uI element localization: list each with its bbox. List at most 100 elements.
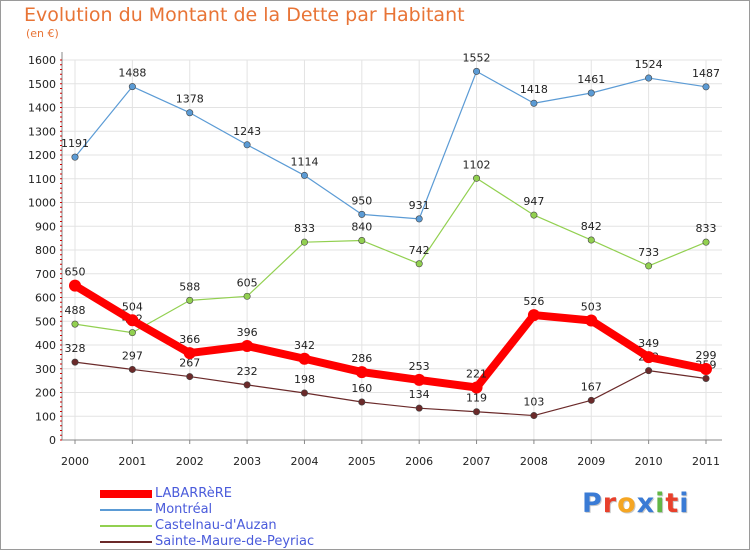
data-label-montr-al: 1488: [118, 67, 146, 80]
data-point-labarr-re: [413, 373, 426, 386]
data-label-montr-al: 1524: [635, 58, 663, 71]
series-line-labarr-re: [71, 281, 710, 392]
legend-item-montr-al: Montréal: [100, 502, 360, 518]
data-point-montr-al: [186, 109, 194, 117]
data-point-montr-al: [71, 153, 79, 161]
data-label-castelnau-d-auzan: 605: [237, 276, 258, 289]
data-point-castelnau-d-auzan: [415, 260, 423, 268]
data-label-sainte-maure-de-peyriac: 328: [65, 342, 86, 355]
data-point-castelnau-d-auzan: [702, 238, 710, 246]
series-line-castelnau-d-auzan: [74, 177, 707, 334]
x-tick-label: 2002: [176, 455, 204, 468]
y-tick-label: 100: [35, 410, 56, 423]
data-point-castelnau-d-auzan: [645, 262, 653, 270]
data-label-castelnau-d-auzan: 833: [696, 222, 717, 235]
data-point-montr-al: [415, 215, 423, 223]
data-label-castelnau-d-auzan: 1102: [463, 158, 491, 171]
legend-label: Castelnau-d'Auzan: [155, 518, 277, 533]
legend-swatch: [100, 490, 152, 498]
data-label-sainte-maure-de-peyriac: 198: [294, 373, 315, 386]
data-point-sainte-maure-de-peyriac: [71, 358, 79, 366]
legend-swatch: [100, 541, 152, 543]
data-label-labarr-re: 650: [65, 266, 86, 279]
y-tick-label: 1400: [28, 102, 56, 115]
data-point-castelnau-d-auzan: [300, 238, 308, 246]
data-point-sainte-maure-de-peyriac: [128, 365, 136, 373]
y-tick-label: 0: [49, 434, 56, 447]
data-point-sainte-maure-de-peyriac: [186, 373, 194, 381]
data-point-labarr-re: [298, 352, 311, 365]
data-point-labarr-re: [355, 366, 368, 379]
data-label-sainte-maure-de-peyriac: 267: [179, 357, 200, 370]
data-point-labarr-re: [700, 362, 712, 375]
y-tick-label: 1000: [28, 197, 56, 210]
data-label-labarr-re: 342: [294, 339, 315, 352]
data-point-castelnau-d-auzan: [71, 320, 79, 328]
data-point-labarr-re: [183, 347, 196, 360]
x-tick-label: 2010: [635, 455, 663, 468]
data-label-sainte-maure-de-peyriac: 167: [581, 380, 602, 393]
y-tick-label: 800: [35, 244, 56, 257]
x-tick-label: 2011: [692, 455, 720, 468]
x-tick-label: 2003: [233, 455, 261, 468]
x-tick-label: 2008: [520, 455, 548, 468]
data-label-castelnau-d-auzan: 840: [351, 221, 372, 234]
data-point-labarr-re: [126, 314, 139, 327]
data-label-montr-al: 931: [409, 199, 430, 212]
data-label-castelnau-d-auzan: 842: [581, 220, 602, 233]
data-label-montr-al: 1114: [290, 155, 318, 168]
legend-label: Montréal: [155, 502, 213, 517]
data-label-castelnau-d-auzan: 947: [523, 195, 544, 208]
x-tick-label: 2006: [405, 455, 433, 468]
data-label-labarr-re: 526: [523, 295, 544, 308]
data-point-montr-al: [530, 99, 538, 107]
x-tick-label: 2001: [118, 455, 146, 468]
y-tick-label: 1200: [28, 149, 56, 162]
y-tick-label: 1500: [28, 78, 56, 91]
y-tick-label: 500: [35, 315, 56, 328]
data-label-labarr-re: 503: [581, 301, 602, 314]
y-tick-label: 900: [35, 220, 56, 233]
data-point-labarr-re: [241, 339, 254, 352]
data-label-castelnau-d-auzan: 733: [638, 246, 659, 259]
data-label-labarr-re: 504: [122, 300, 143, 313]
data-label-montr-al: 1243: [233, 125, 261, 138]
data-point-sainte-maure-de-peyriac: [587, 396, 595, 404]
data-point-castelnau-d-auzan: [243, 292, 251, 300]
data-label-castelnau-d-auzan: 488: [65, 304, 86, 317]
data-point-labarr-re: [470, 381, 483, 394]
data-label-labarr-re: 253: [409, 360, 430, 373]
data-label-montr-al: 1378: [176, 93, 204, 106]
data-label-sainte-maure-de-peyriac: 297: [122, 349, 143, 362]
legend-item-sainte-maure-de-peyriac: Sainte-Maure-de-Peyriac: [100, 534, 360, 550]
legend-swatch: [100, 525, 152, 527]
chart-title: Evolution du Montant de la Dette par Hab…: [24, 4, 465, 26]
y-tick-label: 1300: [28, 125, 56, 138]
data-point-montr-al: [702, 83, 710, 91]
data-label-labarr-re: 366: [179, 333, 200, 346]
legend-label: LABARRèRE: [155, 486, 232, 501]
data-point-sainte-maure-de-peyriac: [473, 408, 481, 416]
data-point-sainte-maure-de-peyriac: [358, 398, 366, 406]
data-label-montr-al: 1418: [520, 83, 548, 96]
x-tick-label: 2000: [61, 455, 89, 468]
data-point-montr-al: [128, 83, 136, 91]
data-point-castelnau-d-auzan: [530, 211, 538, 219]
x-tick-label: 2009: [577, 455, 605, 468]
data-point-labarr-re: [69, 279, 81, 292]
legend: LABARRèRE Montréal Castelnau-d'Auzan Sainte…: [100, 486, 360, 550]
legend-item-labarr-re: LABARRèRE: [100, 486, 360, 502]
y-tick-label: 1600: [28, 54, 56, 67]
data-label-sainte-maure-de-peyriac: 103: [523, 396, 544, 409]
data-label-sainte-maure-de-peyriac: 160: [351, 382, 372, 395]
data-point-labarr-re: [642, 351, 655, 364]
data-point-castelnau-d-auzan: [587, 236, 595, 244]
data-label-castelnau-d-auzan: 833: [294, 222, 315, 235]
data-label-montr-al: 1552: [463, 51, 491, 64]
proxiti-logo: Proxiti: [582, 488, 690, 519]
data-label-sainte-maure-de-peyriac: 119: [466, 392, 487, 405]
data-label-montr-al: 1461: [577, 73, 605, 86]
y-tick-label: 400: [35, 339, 56, 352]
series-line-sainte-maure-de-peyriac: [74, 361, 707, 417]
